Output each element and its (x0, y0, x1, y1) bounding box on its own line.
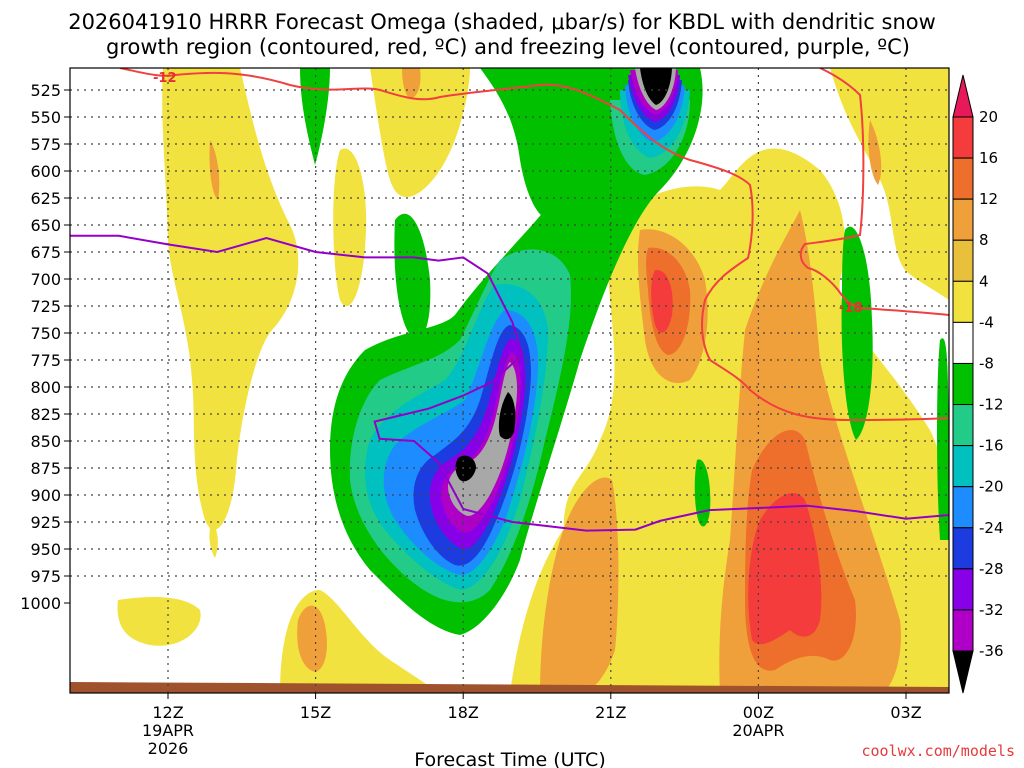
colorbar-label: 12 (979, 190, 998, 208)
y-tick-label: 825 (30, 405, 61, 424)
colorbar-label: -20 (979, 478, 1004, 496)
y-tick-label: 700 (30, 270, 61, 289)
colorbar-swatch (952, 280, 974, 323)
colorbar-label: -4 (979, 313, 994, 331)
terrain-ground (70, 682, 949, 693)
x-tick-date: 20APR (732, 721, 784, 740)
x-tick-label: 21Z (595, 703, 626, 722)
x-tick-label: 00Z (743, 703, 774, 722)
colorbar-top-triangle (952, 74, 974, 118)
y-axis-ticks: 525 550 575 600 625 650 675 700 725 750 775 800 825 8… (20, 81, 70, 613)
colorbar-swatch (952, 568, 974, 611)
colorbar-label: 8 (979, 231, 989, 249)
colorbar-swatch (952, 486, 974, 529)
x-tick-label: 03Z (890, 703, 921, 722)
credit-link[interactable]: coolwx.com/models (861, 742, 1015, 760)
colorbar-swatch (952, 157, 974, 200)
chart-title-line2: growth region (contoured, red, ºC) and f… (106, 35, 910, 59)
x-tick-date: 19APR (142, 721, 194, 740)
colorbar-label: -24 (979, 519, 1004, 537)
dgz-contour-label-minus12: -12 (153, 71, 177, 86)
x-axis-label: Forecast Time (UTC) (414, 749, 605, 768)
y-tick-label: 725 (30, 297, 61, 316)
colorbar-label: -32 (979, 601, 1004, 619)
colorbar-label: -28 (979, 560, 1004, 578)
y-tick-label: 750 (30, 324, 61, 343)
colorbar-bottom-triangle (952, 650, 974, 694)
y-tick-label: 675 (30, 243, 61, 262)
colorbar-swatch (952, 239, 974, 282)
colorbar-swatch (952, 321, 974, 364)
chart-title-line1: 2026041910 HRRR Forecast Omega (shaded, … (68, 10, 936, 34)
plot-area: -12 -18 (70, 68, 949, 693)
dgz-contour-label-minus18: -18 (839, 301, 863, 316)
y-tick-label: 775 (30, 351, 61, 370)
y-tick-label: 650 (30, 216, 61, 235)
colorbar-label: -36 (979, 642, 1004, 660)
y-tick-label: 600 (30, 162, 61, 181)
y-tick-label: 875 (30, 459, 61, 478)
y-tick-label: 900 (30, 486, 61, 505)
omega-shade-below-neg36 (455, 68, 672, 482)
colorbar-label: -12 (979, 396, 1004, 414)
plot-frame (69, 67, 950, 694)
colorbar-swatch (952, 116, 974, 159)
colorbar-label: 16 (979, 149, 998, 167)
colorbar-swatch (952, 362, 974, 406)
colorbar-label: -8 (979, 354, 994, 372)
y-tick-label: 925 (30, 513, 61, 532)
y-tick-label: 525 (30, 81, 61, 100)
colorbar: 20 16 12 8 4 -4 -8 -12 -16 -20 -24 -28 -32 -36 (952, 74, 1004, 694)
colorbar-label: 4 (979, 272, 989, 290)
omega-shade-16-20 (651, 269, 822, 645)
freezing-level-contour (70, 234, 949, 532)
colorbar-label: -16 (979, 437, 1004, 455)
y-tick-label: 850 (30, 432, 61, 451)
colorbar-swatch (952, 404, 974, 447)
x-tick-label: 18Z (448, 703, 479, 722)
colorbar-swatch (952, 198, 974, 241)
x-tick-label: 15Z (300, 703, 331, 722)
dgz-contour-minus12 (119, 68, 949, 422)
y-tick-label: 625 (30, 189, 61, 208)
y-tick-label: 575 (30, 135, 61, 154)
x-tick-label: 12Z (152, 703, 183, 722)
colorbar-label: 20 (979, 108, 998, 126)
y-tick-label: 1000 (20, 594, 61, 613)
dgz-contour-minus18 (799, 68, 949, 316)
y-tick-label: 800 (30, 378, 61, 397)
colorbar-swatch (952, 445, 974, 488)
x-tick-year: 2026 (148, 739, 189, 758)
colorbar-swatch (952, 527, 974, 570)
y-tick-label: 975 (30, 567, 61, 586)
y-tick-label: 550 (30, 108, 61, 127)
y-tick-label: 950 (30, 540, 61, 559)
colorbar-swatch (952, 609, 974, 652)
